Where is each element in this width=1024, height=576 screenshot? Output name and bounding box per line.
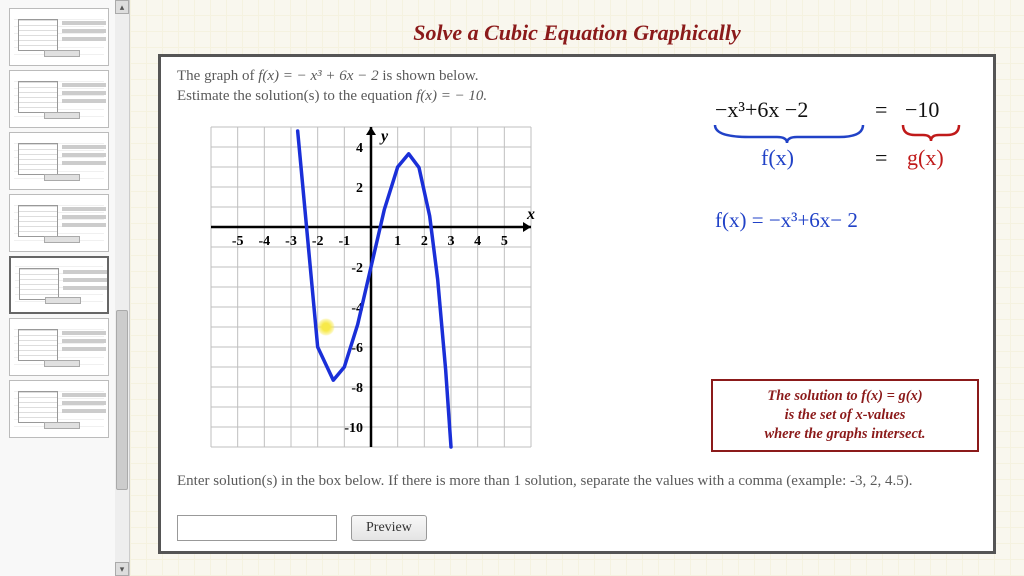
- scrollbar-track[interactable]: ▴ ▾: [115, 0, 129, 576]
- svg-text:-4: -4: [258, 234, 270, 249]
- content-frame: The graph of f(x) = − x³ + 6x − 2 is sho…: [158, 54, 996, 554]
- svg-text:4: 4: [474, 234, 481, 249]
- scroll-down-button[interactable]: ▾: [115, 562, 129, 576]
- page-title: Solve a Cubic Equation Graphically: [158, 20, 996, 46]
- svg-text:4: 4: [356, 141, 363, 156]
- annotation-gx-label: g(x): [907, 145, 944, 170]
- underbrace-gx: [903, 125, 959, 141]
- preview-button[interactable]: Preview: [351, 515, 427, 541]
- svg-text:5: 5: [501, 234, 508, 249]
- annotation-eq2: =: [875, 145, 887, 170]
- answer-input[interactable]: [177, 515, 337, 541]
- svg-text:-5: -5: [232, 234, 244, 249]
- slide-thumbnail[interactable]: [9, 132, 109, 190]
- svg-text:2: 2: [356, 181, 363, 196]
- annotation-eq: =: [875, 97, 887, 122]
- slide-thumbnail[interactable]: [9, 318, 109, 376]
- svg-text:x: x: [526, 206, 535, 223]
- svg-text:-2: -2: [351, 261, 363, 276]
- handwritten-annotations: −x³+6x −2 = −10 f(x) g(x) = f(x) = −x³+6…: [709, 87, 979, 252]
- underbrace-fx: [715, 125, 863, 143]
- scroll-thumb[interactable]: [116, 310, 128, 490]
- svg-text:-1: -1: [338, 234, 350, 249]
- slide-thumbnail[interactable]: [9, 70, 109, 128]
- cursor-highlight: [317, 318, 335, 336]
- slide-thumbnail[interactable]: [9, 194, 109, 252]
- annotation-rhs: −10: [905, 97, 939, 122]
- svg-text:2: 2: [421, 234, 428, 249]
- svg-text:1: 1: [394, 234, 401, 249]
- slide-thumbnail[interactable]: [9, 256, 109, 314]
- annotation-lhs: −x³+6x −2: [715, 97, 808, 122]
- scroll-up-button[interactable]: ▴: [115, 0, 129, 14]
- slide-canvas: Solve a Cubic Equation Graphically The g…: [130, 0, 1024, 576]
- slide-thumbnail[interactable]: [9, 380, 109, 438]
- svg-text:-2: -2: [312, 234, 324, 249]
- svg-text:-8: -8: [351, 381, 363, 396]
- solution-note-box: The solution to f(x) = g(x) is the set o…: [711, 379, 979, 452]
- thumbnail-sidebar: ▴ ▾: [0, 0, 130, 576]
- annotation-fx-def: f(x) = −x³+6x− 2: [715, 208, 858, 232]
- svg-text:y: y: [379, 128, 389, 145]
- svg-text:3: 3: [448, 234, 455, 249]
- svg-text:-3: -3: [285, 234, 297, 249]
- svg-text:-10: -10: [344, 421, 363, 436]
- answer-row: Preview: [177, 515, 427, 541]
- slide-thumbnail[interactable]: [9, 8, 109, 66]
- cubic-graph: xy-5-4-3-2-11234542-2-4-6-8-10: [201, 117, 541, 457]
- enter-instructions: Enter solution(s) in the box below. If t…: [177, 472, 977, 492]
- annotation-fx-label: f(x): [761, 145, 794, 170]
